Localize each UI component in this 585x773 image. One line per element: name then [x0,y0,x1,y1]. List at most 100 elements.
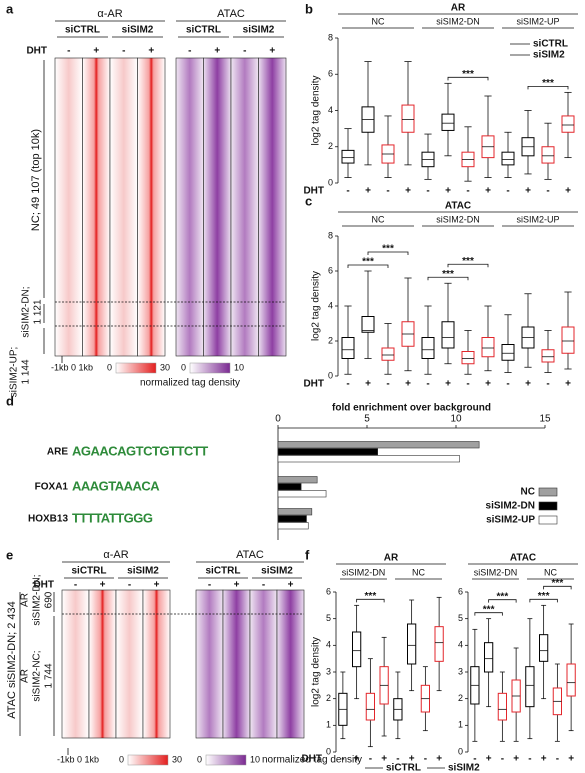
y-tick-label: 8 [328,32,333,42]
heatmap-column [54,57,83,357]
dht-sign: - [341,754,344,765]
row-label: 690 [44,591,55,608]
significance-label: *** [382,244,394,255]
dht-sign: - [556,754,559,765]
significance-label: *** [362,257,374,268]
box [341,149,355,164]
dht-sign: + [409,754,415,765]
box [407,623,417,665]
panel-letter: a [6,1,14,16]
condition-label: siCTRL [65,25,100,36]
scale-label: -1kb 0 1kb [51,362,93,372]
heatmap-column [109,57,138,357]
colorbar-tick: 10 [234,362,244,372]
colorbar-label: normalized tag density [262,755,362,766]
row-label: siSIM2-NC; [32,650,43,701]
legend-swatch [538,515,558,525]
significance-label: *** [483,604,495,615]
y-tick-label: 1 [326,720,331,730]
y-tick-label: 4 [328,105,333,115]
y-tick-label: 4 [328,300,333,310]
dht-sign: - [424,754,427,765]
group-label: NC [544,567,557,577]
y-tick-label: 8 [328,230,333,240]
box [541,349,555,363]
motif-logo: AAAGTAAACA [72,478,160,493]
dht-sign: - [528,754,531,765]
dht-sign: - [346,186,349,197]
box [461,351,475,365]
colorbar [205,754,247,766]
legend-label: siSIM2 [533,50,565,61]
dht-sign: + [354,754,360,765]
heatmap-column [175,57,204,357]
chart-title: ATAC [510,553,536,564]
dht-sign: - [74,580,77,591]
bar [277,483,302,491]
significance-label: *** [442,269,454,280]
legend-label: siCTRL [533,39,568,50]
y-tick-label: 2 [458,693,463,703]
y-tick-label: 0 [458,746,463,756]
dht-sign: - [506,379,509,390]
legend-label: siCTRL [386,763,421,773]
group-label: siSIM2-DN [474,567,518,577]
significance-label: *** [365,591,377,602]
condition-label: siCTRL [206,566,241,577]
dht-sign: + [445,186,451,197]
dht-sign: - [243,46,246,57]
chart-title: AR [384,553,399,564]
dht-sign: + [154,580,160,591]
y-tick-label: 2 [328,335,333,345]
panel-letter: d [6,393,14,408]
x-tick-label: 10 [450,414,462,425]
row-label: ATAC siSIM2-DN; 2 434 [6,601,18,719]
dht-sign: - [386,186,389,197]
dht-sign: - [546,379,549,390]
dht-sign: + [234,580,240,591]
panel-letter: e [6,547,13,562]
dht-sign: + [214,46,220,57]
dht-sign: + [288,580,294,591]
dht-sign: - [346,379,349,390]
y-tick-label: 0 [328,177,333,187]
y-tick-label: 3 [458,666,463,676]
bar [277,515,307,523]
y-tick-label: 2 [328,141,333,151]
group-label: siSIM2-DN [436,214,480,224]
bar [277,455,460,463]
x-tick-label: 5 [364,414,370,425]
legend-label: siSIM2-UP [486,515,535,526]
dht-sign: - [473,754,476,765]
colorbar-tick: 30 [172,754,182,764]
significance-bracket [543,585,572,590]
y-tick-label: 2 [326,693,331,703]
box [341,337,355,359]
box [361,316,375,333]
box [501,151,515,166]
condition-label: siSIM2 [122,25,154,36]
legend-swatch [538,501,558,511]
legend-label: siSIM2-DN [486,501,535,512]
box [541,146,555,164]
box [566,663,576,697]
dht-sign: - [426,379,429,390]
colorbar-tick: 0 [107,362,112,372]
dht-sign: + [486,754,492,765]
group-label: siSIM2-DN [342,567,386,577]
box [561,115,575,133]
dht-sign: - [122,46,125,57]
dht-sign: - [466,379,469,390]
bar [277,508,313,516]
row-label: siSIM2-DN; [32,574,43,625]
bar [277,441,480,449]
box [441,113,455,131]
heatmap-header: α-AR [97,8,122,20]
dht-sign: - [386,379,389,390]
chart-title: ATAC [445,201,471,212]
dht-sign: + [148,46,154,57]
colorbar-label: normalized tag density [140,378,240,389]
dht-label: DHT [303,379,324,390]
dht-sign: + [365,186,371,197]
dht-sign: - [188,46,191,57]
